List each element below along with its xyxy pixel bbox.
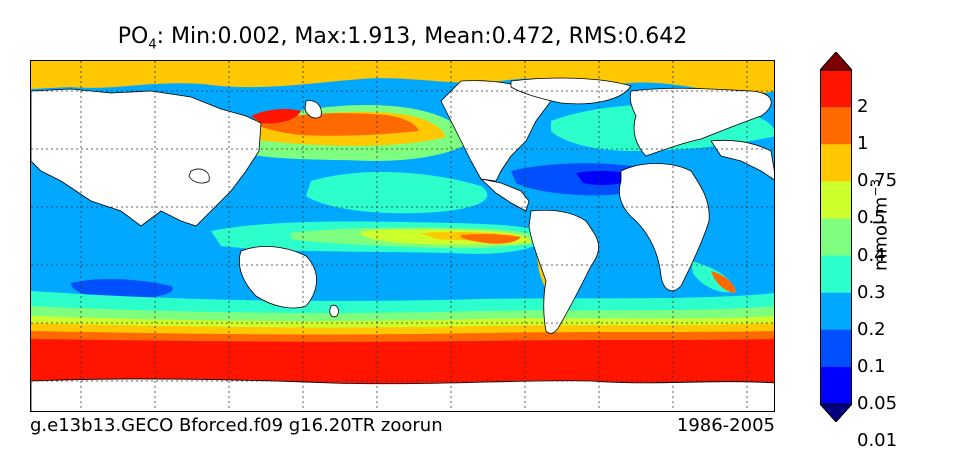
title-species: PO4	[117, 24, 157, 53]
colorbar-extend-max	[820, 52, 852, 71]
colorbar-tick-label: 0.5	[857, 207, 886, 229]
map-panel	[30, 60, 775, 412]
colorbar-segment	[820, 107, 852, 145]
colorbar-tick-label: 0.3	[857, 281, 886, 303]
colorbar-extend-min	[820, 403, 852, 422]
colorbar-tick-label: 0.2	[857, 318, 886, 340]
asia-land	[31, 88, 262, 227]
africa-land	[619, 163, 710, 292]
colorbar-units-label: mmol m−3	[868, 178, 892, 272]
title-stats: : Min:0.002, Max:1.913, Mean:0.472, RMS:…	[156, 24, 688, 49]
colorbar-tick-label: 0.01	[857, 430, 898, 452]
colorbar-tick-label: 0.05	[857, 393, 898, 414]
colorbar-segment	[820, 366, 852, 405]
colorbar-segment	[820, 144, 852, 182]
colorbar-segment	[820, 218, 852, 257]
ocean-map	[31, 61, 774, 411]
colorbar-tick-label: 2	[857, 96, 869, 118]
colorbar	[820, 52, 852, 422]
colorbar-segment	[820, 255, 852, 294]
antarctica-land	[31, 378, 774, 411]
australia-land	[239, 246, 317, 309]
colorbar-outline	[820, 69, 852, 405]
colorbar-segment	[820, 70, 852, 108]
colorbar-tick-label: 0.75	[857, 170, 898, 192]
colorbar-tick-label: 0.4	[857, 244, 886, 266]
period-label: 1986-2005	[676, 415, 775, 436]
colorbar-tick-label: 0.1	[857, 355, 886, 377]
europe-land	[629, 87, 772, 157]
map-gridlines	[31, 61, 774, 411]
colorbar-tick-label: 1	[857, 133, 869, 155]
run-name-label: g.e13b13.GECO Bforced.f09 g16.20TR zooru…	[30, 415, 443, 436]
colorbar-segment	[820, 181, 852, 219]
colorbar-segment	[820, 329, 852, 368]
arctic-phosphate-region	[31, 61, 774, 94]
colorbar-segment	[820, 292, 852, 331]
figure-title: PO4: Min:0.002, Max:1.913, Mean:0.472, R…	[30, 24, 775, 52]
